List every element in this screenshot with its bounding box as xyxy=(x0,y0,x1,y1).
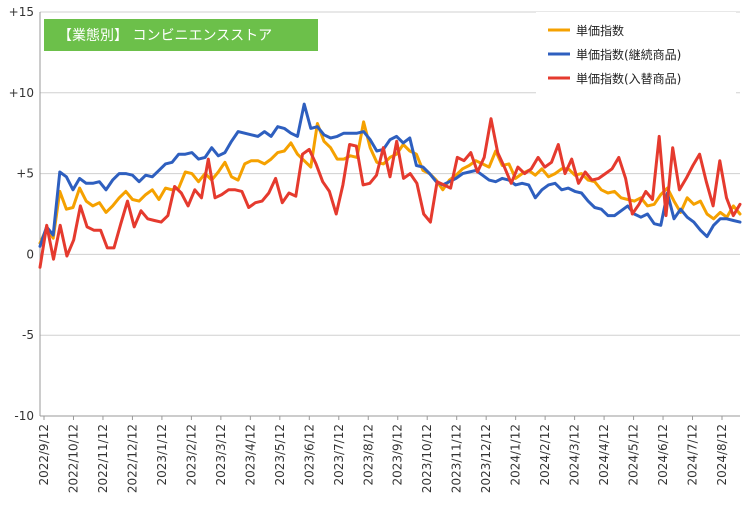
x-tick-label: 2023/11/12 xyxy=(450,424,464,493)
y-axis: +15 +10 +5 0 -5 -10 xyxy=(9,5,41,423)
x-tick-label: 2023/6/12 xyxy=(302,424,316,486)
x-tick-label: 2024/1/12 xyxy=(509,424,523,486)
legend-label-series-1: 単価指数 xyxy=(576,23,624,38)
chart-title-background xyxy=(44,19,318,51)
series-points-3 xyxy=(39,118,741,268)
x-tick-label: 2024/7/12 xyxy=(686,424,700,486)
y-tick-label: +10 xyxy=(9,86,34,100)
y-tick-label: +5 xyxy=(16,167,34,181)
x-tick-label: 2023/10/12 xyxy=(420,424,434,493)
x-tick-label: 2024/6/12 xyxy=(656,424,670,486)
x-tick-label: 2022/10/12 xyxy=(66,424,80,493)
x-tick-label: 2023/9/12 xyxy=(391,424,405,486)
x-tick-label: 2023/7/12 xyxy=(332,424,346,486)
x-tick-label: 2022/9/12 xyxy=(37,424,51,486)
x-tick-label: 2023/3/12 xyxy=(214,424,228,486)
y-tick-label: 0 xyxy=(26,247,34,261)
legend-label-series-3: 単価指数(入替商品) xyxy=(576,71,681,86)
x-axis: 2022/9/12 2022/10/12 2022/11/12 2022/12/12 2… xyxy=(37,415,740,493)
x-tick-label: 2023/5/12 xyxy=(273,424,287,486)
x-tick-label: 2022/11/12 xyxy=(96,424,110,493)
legend: 単価指数 単価指数(継続商品) 単価指数(入替商品) xyxy=(536,12,736,96)
series-lines xyxy=(38,102,742,269)
x-tick-label: 2022/12/12 xyxy=(125,424,139,493)
chart-title: 【業態別】 コンビニエンスストア xyxy=(58,28,272,44)
x-tick-label: 2024/3/12 xyxy=(568,424,582,486)
x-tick-label: 2023/12/12 xyxy=(479,424,493,493)
x-tick-label: 2023/8/12 xyxy=(361,424,375,486)
legend-label-series-2: 単価指数(継続商品) xyxy=(576,47,681,62)
x-tick-label: 2024/2/12 xyxy=(538,424,552,486)
x-tick-label: 2023/2/12 xyxy=(184,424,198,486)
series-points-1 xyxy=(39,121,741,244)
x-tick-label: 2024/5/12 xyxy=(627,424,641,486)
x-tick-label: 2024/8/12 xyxy=(715,424,729,486)
x-tick-label: 2023/1/12 xyxy=(155,424,169,486)
x-tick-label: 2024/4/12 xyxy=(597,424,611,486)
chart-title-box: 【業態別】 コンビニエンスストア xyxy=(44,19,318,51)
y-tick-label: +15 xyxy=(9,5,34,19)
x-tick-label: 2023/4/12 xyxy=(243,424,257,486)
y-tick-label: -5 xyxy=(22,328,34,342)
y-tick-label: -10 xyxy=(14,409,34,423)
